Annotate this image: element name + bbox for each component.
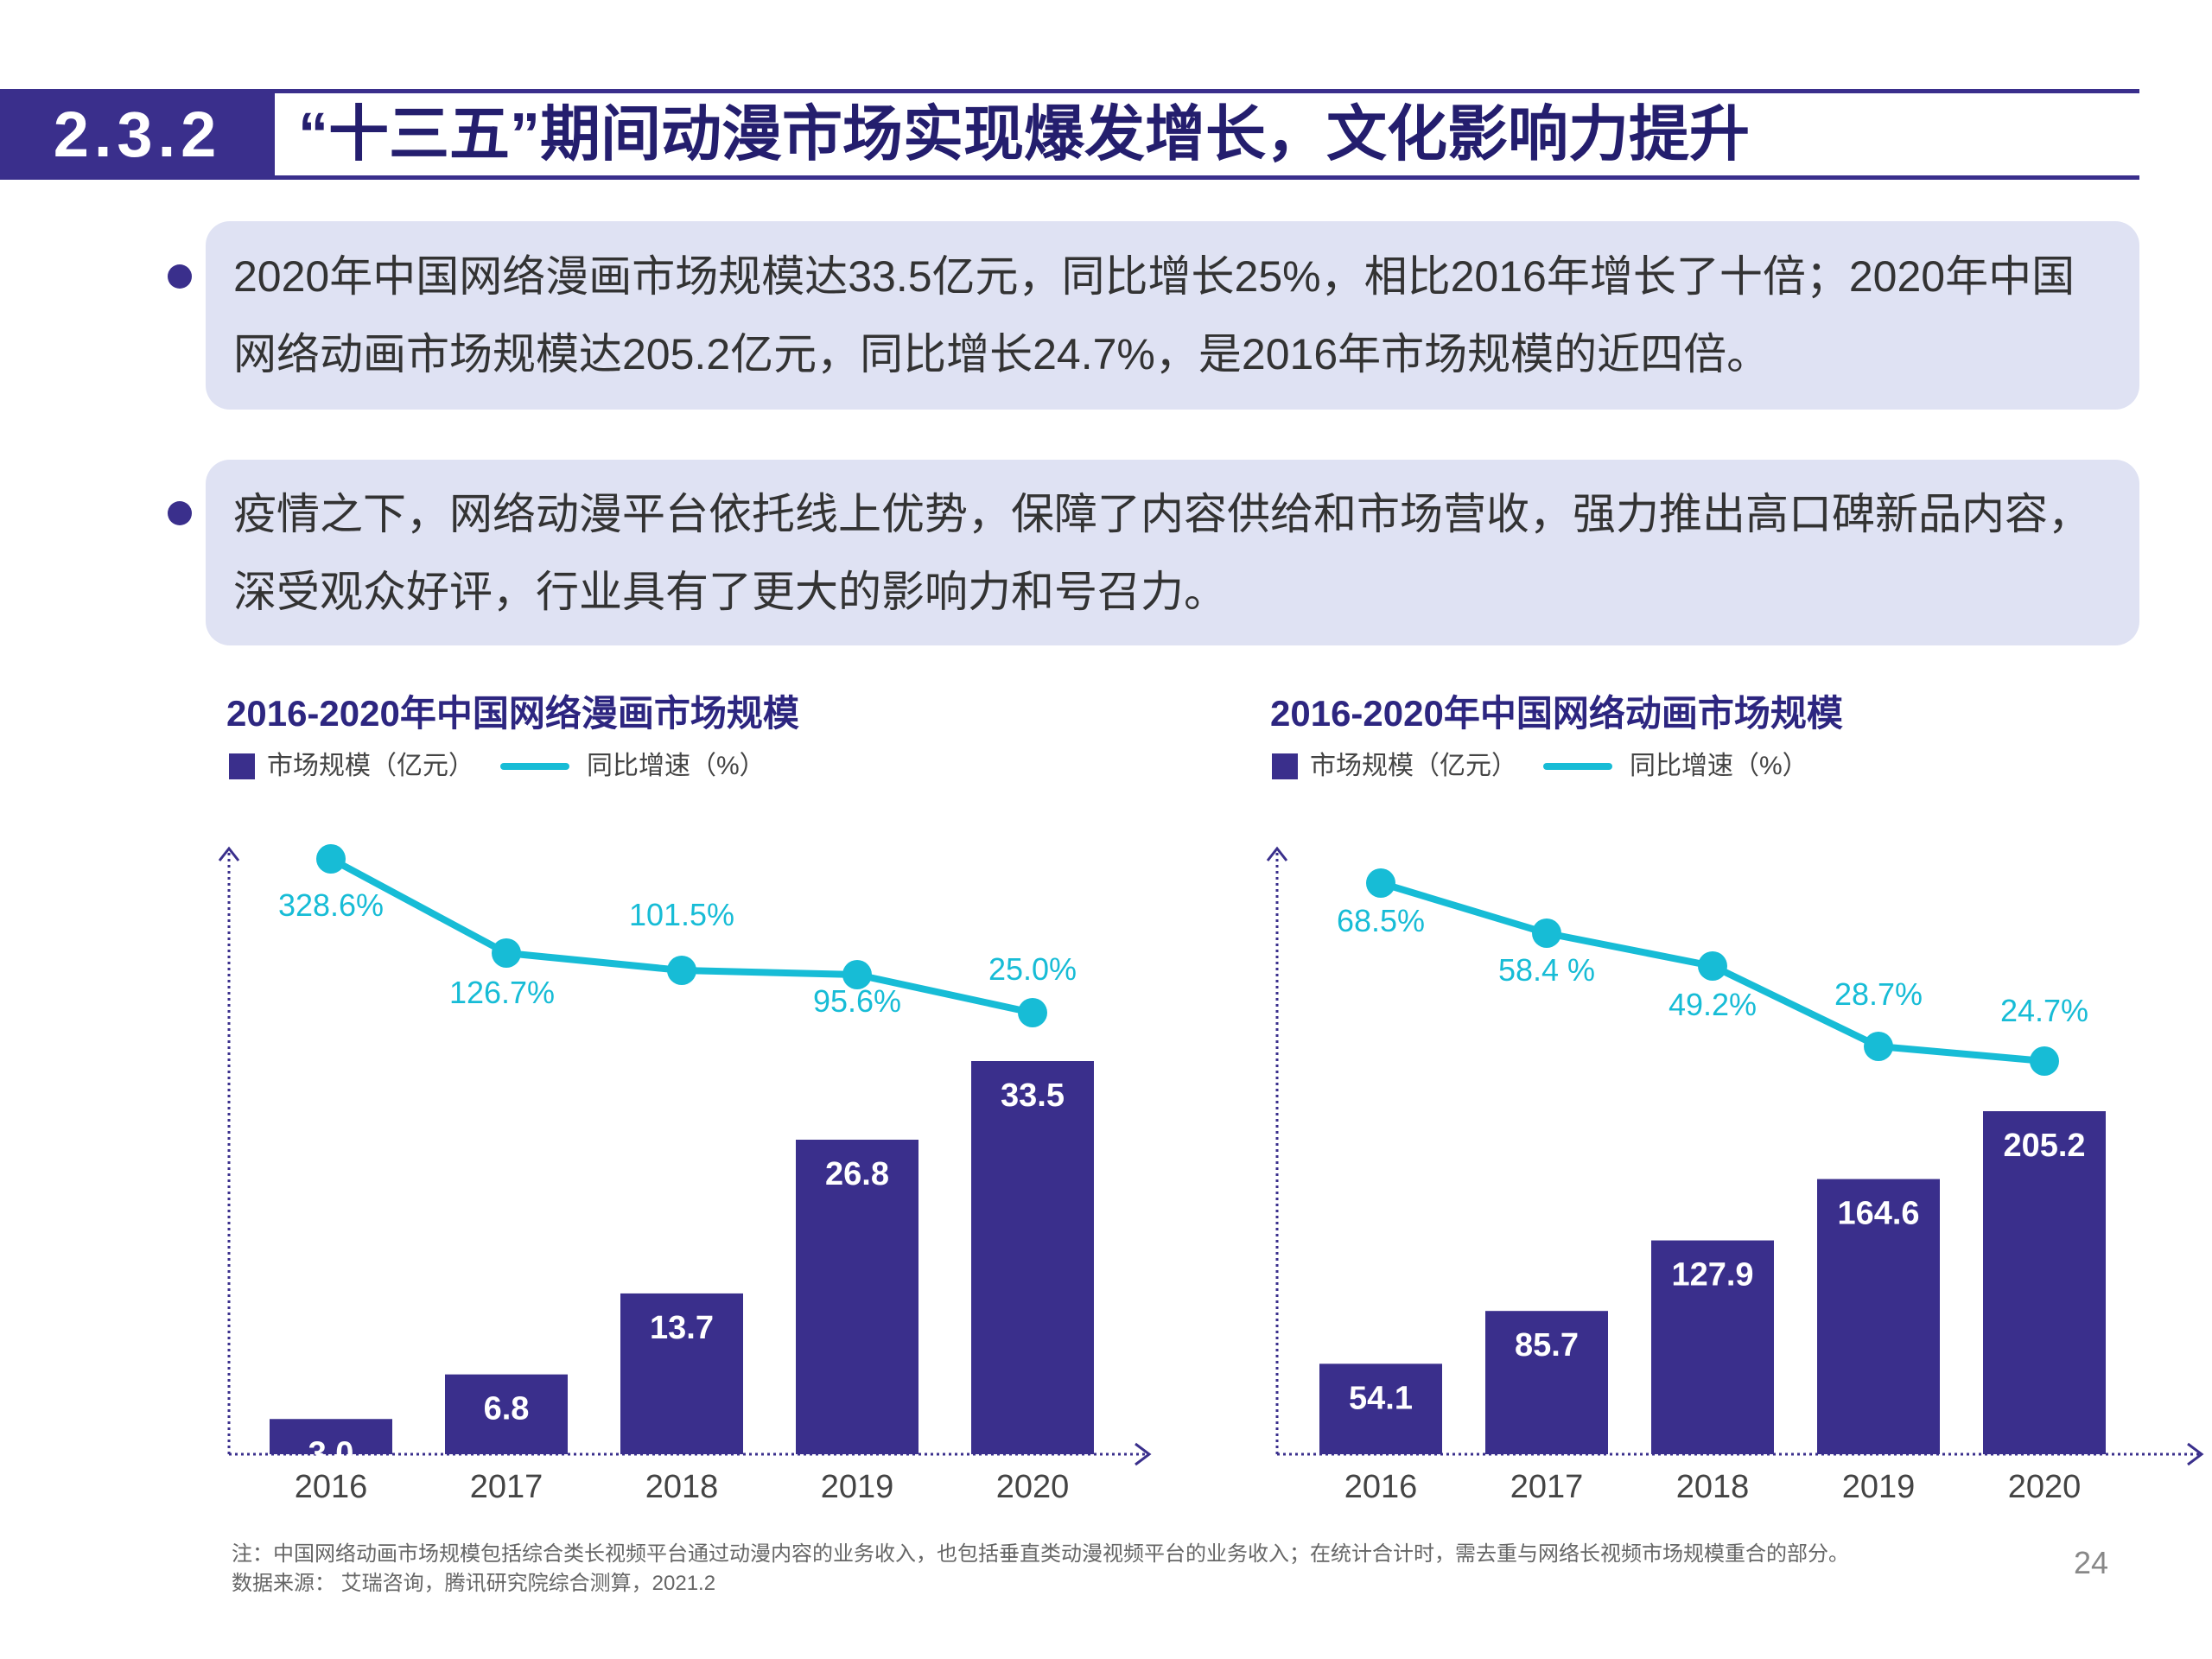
growth-value-label: 68.5% (1337, 903, 1425, 938)
section-number-bar (0, 89, 275, 180)
x-tick-label: 2016 (1344, 1469, 1418, 1505)
x-tick-label: 2017 (470, 1469, 543, 1505)
legend-line-label: 同比增速（%） (1630, 752, 1808, 781)
growth-point (1698, 951, 1727, 981)
legend-line-label: 同比增速（%） (587, 752, 766, 781)
bar (1485, 1311, 1608, 1454)
growth-value-label: 28.7% (1834, 976, 1923, 1012)
x-axis-arrow-icon (2187, 1442, 2204, 1466)
bullet-dot-1 (168, 264, 192, 289)
bar (270, 1419, 392, 1454)
growth-point (1018, 998, 1047, 1027)
x-tick-label: 2019 (1842, 1469, 1916, 1505)
growth-point (842, 960, 872, 989)
x-tick-label: 2018 (1676, 1469, 1750, 1505)
legend-bar-label: 市场规模（亿元） (267, 752, 474, 781)
bar-value-label: 54.1 (1349, 1380, 1413, 1416)
section-number: 2.3.2 (53, 99, 222, 170)
growth-point (492, 938, 521, 968)
growth-point (2030, 1046, 2059, 1076)
growth-value-label: 49.2% (1669, 987, 1757, 1022)
bar (796, 1140, 918, 1454)
title-bottom-rule (275, 175, 2139, 180)
legend-bar-label: 市场规模（亿元） (1310, 752, 1517, 781)
growth-value-label: 24.7% (2000, 993, 2088, 1028)
growth-value-label: 328.6% (278, 887, 384, 923)
bar-value-label: 85.7 (1515, 1327, 1579, 1363)
x-tick-label: 2020 (2008, 1469, 2082, 1505)
growth-point (667, 956, 696, 985)
x-axis-arrow-icon (1135, 1442, 1152, 1466)
growth-point (316, 844, 346, 874)
x-tick-label: 2019 (821, 1469, 894, 1505)
legend-bar-swatch (1272, 753, 1298, 780)
bullet-dot-2 (168, 501, 192, 525)
bar-value-label: 6.8 (484, 1391, 530, 1427)
growth-value-label: 58.4 % (1498, 952, 1595, 988)
growth-value-label: 95.6% (813, 983, 901, 1019)
x-tick-label: 2020 (996, 1469, 1070, 1505)
y-axis-arrow-icon (218, 846, 240, 861)
growth-point (1864, 1032, 1893, 1061)
bar (971, 1061, 1094, 1454)
bar (1319, 1363, 1442, 1454)
chart-title-animation: 2016-2020年中国网络动画市场规模 (1270, 693, 1843, 734)
bar (1983, 1111, 2106, 1454)
bullet-box-2 (206, 460, 2139, 645)
growth-value-label: 25.0% (988, 951, 1077, 987)
bar-value-label: 3.0 (308, 1435, 354, 1471)
x-tick-label: 2016 (295, 1469, 368, 1505)
bullet-text-2: 疫情之下，网络动漫平台依托线上优势，保障了内容供给和市场营收，强力推出高口碑新品… (233, 490, 2091, 616)
growth-line (329, 855, 1033, 1016)
bar (445, 1374, 568, 1454)
page-title: “十三五”期间动漫市场实现爆发增长，文化影响力提升 (298, 100, 1750, 168)
legend-line-swatch (1543, 763, 1612, 771)
growth-point (1532, 918, 1561, 948)
x-tick-label: 2018 (645, 1469, 719, 1505)
page-number: 24 (2074, 1545, 2109, 1580)
bar-value-label: 205.2 (2003, 1128, 2085, 1164)
bar (1817, 1179, 1940, 1454)
bullet-text-1: 2020年中国网络漫画市场规模达33.5亿元，同比增长25%，相比2016年增长… (233, 252, 2075, 378)
growth-value-label: 101.5% (629, 897, 734, 932)
bar (1651, 1240, 1774, 1454)
y-axis-arrow-icon (1266, 846, 1288, 861)
legend-animation: 市场规模（亿元） 同比增速（%） (1272, 748, 1808, 783)
bar-value-label: 13.7 (650, 1310, 714, 1346)
x-tick-label: 2017 (1510, 1469, 1584, 1505)
bullet-box-1 (206, 221, 2139, 410)
bar-value-label: 164.6 (1837, 1196, 1919, 1232)
legend-line-swatch (500, 763, 569, 771)
title-top-rule (275, 89, 2139, 93)
growth-value-label: 126.7% (449, 975, 555, 1010)
data-source: 数据来源： 艾瑞咨询，腾讯研究院综合测算，2021.2 (232, 1572, 716, 1595)
legend-bar-swatch (229, 753, 255, 780)
bar-value-label: 127.9 (1671, 1257, 1753, 1294)
bar (620, 1293, 743, 1454)
footnote: 注：中国网络动画市场规模包括综合类长视频平台通过动漫内容的业务收入，也包括垂直类… (232, 1542, 1849, 1566)
legend-comics: 市场规模（亿元） 同比增速（%） (229, 748, 766, 783)
chart-title-comics: 2016-2020年中国网络漫画市场规模 (226, 693, 799, 734)
bar-value-label: 33.5 (1001, 1077, 1065, 1114)
bar-value-label: 26.8 (825, 1156, 889, 1192)
growth-point (1366, 868, 1395, 898)
